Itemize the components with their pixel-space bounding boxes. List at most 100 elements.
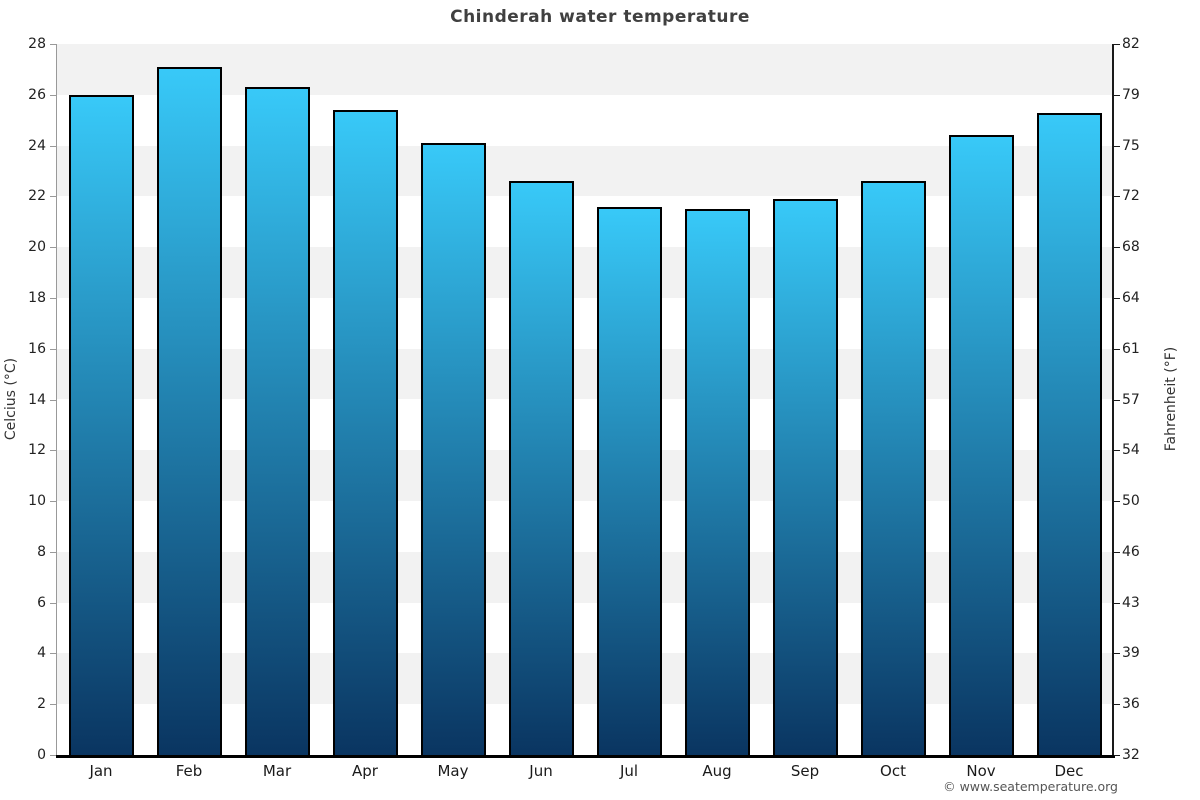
y-axis-right-tick xyxy=(1114,450,1120,452)
y-axis-left-tick xyxy=(50,602,56,604)
month-label-feb: Feb xyxy=(175,762,203,780)
plot-band xyxy=(57,44,1113,95)
fahrenheit-tick-label: 57 xyxy=(1122,391,1140,408)
celsius-tick-label: 22 xyxy=(28,188,46,205)
celsius-tick-label: 26 xyxy=(28,86,46,103)
y-axis-left-tick xyxy=(50,653,56,655)
y-axis-right-tick xyxy=(1114,551,1120,553)
month-label-apr: Apr xyxy=(352,762,378,780)
bar-mar xyxy=(244,87,310,755)
bar-jul xyxy=(596,206,662,755)
y-axis-right-tick xyxy=(1114,44,1120,45)
plot-area xyxy=(57,44,1113,755)
bar-jun xyxy=(508,181,574,755)
y-axis-left-tick xyxy=(50,551,56,553)
y-axis-right-tick xyxy=(1114,297,1120,299)
celsius-tick-label: 10 xyxy=(28,493,46,510)
plot-band xyxy=(57,704,1113,755)
bar-apr xyxy=(332,110,398,755)
fahrenheit-tick-label: 50 xyxy=(1122,493,1140,510)
month-label-aug: Aug xyxy=(702,762,732,780)
celsius-tick-label: 2 xyxy=(37,696,46,713)
fahrenheit-tick-label: 39 xyxy=(1122,645,1140,662)
y-axis-left-tick xyxy=(50,145,56,147)
celsius-tick-label: 18 xyxy=(28,289,46,306)
month-label-oct: Oct xyxy=(880,762,906,780)
bar-nov xyxy=(948,135,1014,755)
fahrenheit-tick-label: 75 xyxy=(1122,137,1140,154)
celsius-tick-label: 4 xyxy=(37,645,46,662)
y-axis-left-tick xyxy=(50,297,56,299)
y-axis-left-tick xyxy=(50,450,56,452)
celsius-tick-label: 20 xyxy=(28,239,46,256)
y-axis-left-tick xyxy=(50,247,56,249)
plot-band xyxy=(57,297,1113,349)
plot-band xyxy=(57,653,1113,705)
month-label-jan: Jan xyxy=(89,762,113,780)
celsius-tick-label: 24 xyxy=(28,137,46,154)
celsius-tick-label: 14 xyxy=(28,391,46,408)
plot-band xyxy=(57,247,1113,298)
month-label-jul: Jul xyxy=(619,762,639,780)
bar-dec xyxy=(1036,112,1102,755)
y-axis-right-tick xyxy=(1114,94,1120,96)
y-axis-right-tick xyxy=(1114,145,1120,147)
celsius-tick-label: 6 xyxy=(37,594,46,611)
y-axis-right-tick xyxy=(1114,247,1120,249)
y-axis-right-tick xyxy=(1114,704,1120,706)
copyright-text: © www.seatemperature.org xyxy=(943,779,1118,794)
y-axis-right-tick xyxy=(1114,755,1120,756)
plot-band xyxy=(57,94,1113,146)
y-axis-right-tick xyxy=(1114,196,1120,198)
x-axis-line xyxy=(56,755,1115,758)
celsius-tick-label: 8 xyxy=(37,543,46,560)
celsius-tick-label: 16 xyxy=(28,340,46,357)
y-axis-left-line xyxy=(56,44,57,755)
y-axis-left-tick xyxy=(50,755,56,756)
fahrenheit-tick-label: 64 xyxy=(1122,289,1140,306)
month-label-sep: Sep xyxy=(790,762,820,780)
month-label-dec: Dec xyxy=(1054,762,1084,780)
y-axis-left-tick xyxy=(50,94,56,96)
plot-band xyxy=(57,399,1113,451)
celsius-tick-label: 0 xyxy=(37,747,46,763)
celsius-tick-label: 12 xyxy=(28,442,46,459)
fahrenheit-tick-label: 32 xyxy=(1122,747,1140,763)
y-axis-left-tick xyxy=(50,348,56,350)
bar-may xyxy=(420,143,486,755)
fahrenheit-tick-label: 79 xyxy=(1122,86,1140,103)
y-axis-left-tick xyxy=(50,704,56,706)
bar-oct xyxy=(860,181,926,755)
y-axis-left-tick xyxy=(50,501,56,503)
y-axis-right-title: Fahrenheit (°F) xyxy=(1163,346,1180,451)
y-axis-right-tick xyxy=(1114,348,1120,350)
month-label-nov: Nov xyxy=(966,762,996,780)
fahrenheit-tick-label: 36 xyxy=(1122,696,1140,713)
plot-band xyxy=(57,501,1113,552)
y-axis-left-tick xyxy=(50,196,56,198)
fahrenheit-tick-label: 43 xyxy=(1122,594,1140,611)
y-axis-left-tick xyxy=(50,44,56,45)
y-axis-left-tick xyxy=(50,399,56,401)
plot-band xyxy=(57,145,1113,197)
y-axis-right-tick xyxy=(1114,602,1120,604)
bar-sep xyxy=(772,198,838,755)
month-label-jun: Jun xyxy=(529,762,553,780)
bar-aug xyxy=(684,209,750,755)
fahrenheit-tick-label: 72 xyxy=(1122,188,1140,205)
fahrenheit-tick-label: 82 xyxy=(1122,36,1140,52)
y-axis-right-tick xyxy=(1114,501,1120,503)
fahrenheit-tick-label: 68 xyxy=(1122,239,1140,256)
month-label-may: May xyxy=(437,762,469,780)
fahrenheit-tick-label: 46 xyxy=(1122,543,1140,560)
bar-feb xyxy=(156,66,222,755)
y-axis-left-title: Celcius (°C) xyxy=(3,357,20,440)
fahrenheit-tick-label: 61 xyxy=(1122,340,1140,357)
plot-band xyxy=(57,551,1113,603)
month-label-mar: Mar xyxy=(262,762,292,780)
y-axis-right-line xyxy=(1112,44,1114,755)
bar-jan xyxy=(68,94,134,755)
celsius-tick-label: 28 xyxy=(28,36,46,52)
plot-band xyxy=(57,196,1113,248)
